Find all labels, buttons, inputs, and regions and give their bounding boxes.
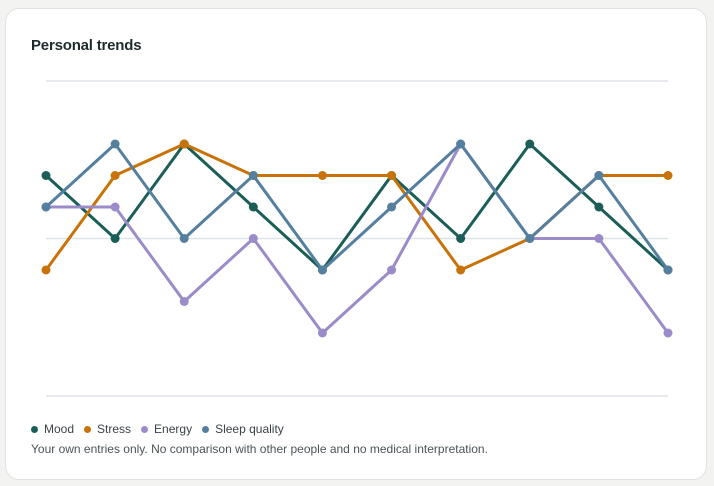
legend-label: Stress [97,422,132,436]
legend-label: Energy [154,422,193,436]
data-point[interactable] [387,202,397,212]
data-point[interactable] [387,171,397,180]
series-line [44,142,670,335]
data-point[interactable] [317,328,327,338]
data-point[interactable] [456,265,466,275]
data-point[interactable] [525,234,535,243]
series-line [44,142,670,272]
data-point[interactable] [248,202,258,212]
series-sleep-quality [41,139,673,275]
line-chart [41,80,673,397]
data-point[interactable] [41,265,51,275]
data-point[interactable] [594,202,604,212]
legend-swatch [202,425,210,433]
data-point[interactable] [317,265,327,275]
data-point[interactable] [663,265,673,275]
data-point[interactable] [456,234,466,243]
data-point[interactable] [110,234,120,243]
legend-item: Mood [31,422,74,436]
series-group [41,139,673,338]
data-point[interactable] [317,171,327,180]
legend: Mood Stress Energy Sleep quality [31,422,284,436]
data-point[interactable] [248,171,258,180]
data-point[interactable] [110,202,120,212]
data-point[interactable] [41,171,51,180]
trends-card: Personal trends Mood Stress Energy Sleep qu… [5,8,707,480]
data-point[interactable] [663,328,673,338]
data-point[interactable] [594,234,604,243]
data-point[interactable] [663,171,673,180]
data-point[interactable] [248,234,258,243]
legend-item: Sleep quality [202,422,284,436]
legend-swatch [84,425,92,433]
legend-item: Energy [141,422,192,436]
data-point[interactable] [525,139,535,149]
series-mood [41,139,673,275]
data-point[interactable] [456,139,466,149]
data-point[interactable] [110,171,120,180]
data-point[interactable] [179,234,189,243]
legend-swatch [31,425,38,433]
legend-label: Mood [44,422,75,436]
legend-label: Sleep quality [215,422,284,436]
data-point[interactable] [110,139,120,149]
data-point[interactable] [594,171,604,180]
data-point[interactable] [387,265,397,275]
chart-title: Personal trends [31,37,142,54]
legend-swatch [141,425,149,433]
data-point[interactable] [41,202,51,212]
legend-item: Stress [84,422,131,436]
data-point[interactable] [179,139,189,149]
data-point[interactable] [179,297,189,306]
disclaimer-note: Your own entries only. No comparison wit… [31,442,488,456]
series-stress [41,139,673,275]
